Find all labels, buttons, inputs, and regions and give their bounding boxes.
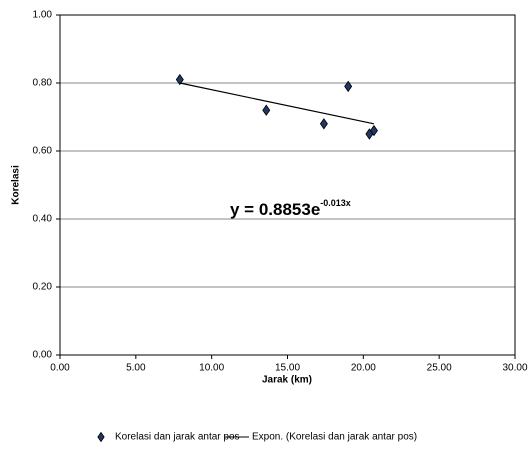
y-tick-label: 1.00 — [33, 10, 53, 21]
y-tick-label: 0.80 — [33, 78, 53, 89]
y-axis-title: Korelasi — [11, 165, 22, 205]
x-tick-label: 20.00 — [351, 363, 376, 374]
point — [369, 124, 378, 137]
equation-text: y = 0.8853e — [230, 200, 320, 219]
legend-label: Korelasi dan jarak antar pos — [115, 432, 240, 443]
plot-area — [59, 14, 516, 356]
trendline-equation: y = 0.8853e-0.013x — [230, 198, 351, 219]
x-tick-label: 25.00 — [427, 363, 452, 374]
y-tick-label: 0.20 — [33, 282, 53, 293]
x-tick-label: 5.00 — [126, 363, 146, 374]
legend-marker — [97, 431, 105, 443]
point — [175, 73, 184, 86]
y-tick-label: 0.60 — [33, 146, 53, 157]
x-tick-label: 0.00 — [50, 363, 70, 374]
x-axis-title: Jarak (km) — [262, 375, 312, 386]
legend-label: Expon. (Korelasi dan jarak antar pos) — [252, 432, 417, 443]
trendline — [179, 82, 375, 125]
point — [262, 104, 271, 116]
point — [319, 118, 328, 130]
x-tick-label: 10.00 — [199, 363, 224, 374]
x-tick-label: 15.00 — [275, 363, 300, 374]
point — [344, 80, 353, 93]
equation-exponent: -0.013x — [320, 198, 351, 208]
x-tick-label: 30.00 — [502, 363, 527, 374]
y-tick-label: 0.00 — [33, 350, 53, 361]
y-tick-label: 0.40 — [33, 214, 53, 225]
